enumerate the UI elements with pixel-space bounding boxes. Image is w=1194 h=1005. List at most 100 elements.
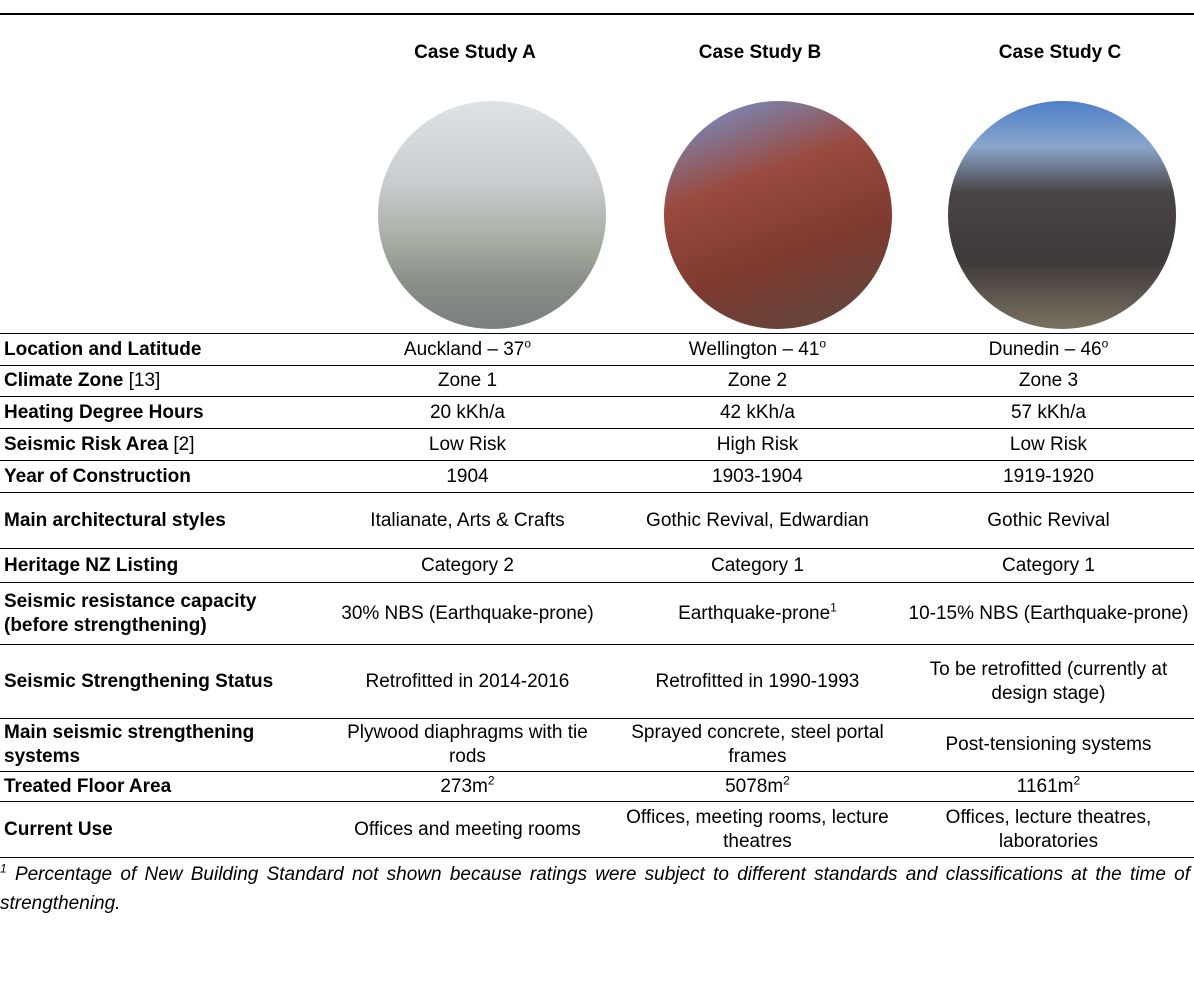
- cell-text: 1903-1904: [712, 465, 803, 487]
- table-cell: Low Risk: [322, 428, 612, 461]
- cell-text: Sprayed concrete, steel portal frames: [631, 722, 884, 767]
- table-cell: 1161m2: [902, 771, 1194, 802]
- row-label: Seismic Strengthening Status: [0, 644, 323, 719]
- table-cell: Zone 3: [902, 365, 1194, 397]
- cell-text: Offices, meeting rooms, lecture theatres: [626, 806, 889, 852]
- table-row: Year of Construction 1904 1903-1904 1919-19…: [0, 460, 1194, 493]
- table-row: Seismic resistance capacity (before stre…: [0, 582, 1194, 645]
- footnote: 1 Percentage of New Building Standard no…: [0, 860, 1190, 918]
- building-photo: [664, 101, 892, 329]
- cell-text: Low Risk: [1009, 433, 1087, 455]
- cell-text: 10-15% NBS (Earthquake-prone): [908, 602, 1189, 624]
- column-header: Case Study B: [698, 42, 822, 63]
- table-row: Seismic Strengthening Status Retrofitted …: [0, 644, 1194, 719]
- cell-text: 1904: [446, 465, 489, 487]
- building-photo: [948, 101, 1176, 329]
- row-label-text: Seismic resistance capacity (before stre…: [4, 590, 257, 636]
- table-row: Main seismic strengthening systems Plywoo…: [0, 718, 1194, 772]
- table-row: Climate Zone [13] Zone 1 Zone 2 Zone 3: [0, 365, 1194, 397]
- cell-text: Offices and meeting rooms: [354, 818, 581, 840]
- cell-text: Gothic Revival, Edwardian: [646, 509, 869, 531]
- cell-text: Offices, lecture theatres, laboratories: [945, 806, 1152, 852]
- column-header: Case Study A: [414, 42, 536, 63]
- cell-text: 42 kKh/a: [719, 401, 795, 423]
- table-cell: Post-tensioning systems: [902, 718, 1194, 772]
- cell-text: 273m: [440, 775, 488, 797]
- cell-text: 5078m: [725, 775, 784, 797]
- table-cell: 1919-1920: [902, 460, 1194, 493]
- table-cell: Category 1: [902, 548, 1194, 583]
- table-cell: 10-15% NBS (Earthquake-prone): [902, 582, 1194, 645]
- row-label-text: Current Use: [4, 818, 113, 840]
- table-cell: 273m2: [322, 771, 612, 802]
- cell-text: Zone 3: [1018, 370, 1079, 391]
- row-label-text: Heating Degree Hours: [4, 401, 204, 423]
- cell-text: High Risk: [716, 433, 799, 455]
- table-cell: Italianate, Arts & Crafts: [322, 492, 612, 549]
- table-row: Current Use Offices and meeting rooms Offi…: [0, 801, 1194, 858]
- top-rule: [0, 13, 1194, 15]
- table-cell: Category 2: [322, 548, 612, 583]
- row-label: Climate Zone [13]: [0, 365, 323, 397]
- table-cell: Plywood diaphragms with tie rods: [322, 718, 612, 772]
- cell-text: Low Risk: [428, 433, 506, 455]
- comparison-table: Location and Latitude Auckland – 37o Welli…: [0, 333, 1194, 858]
- cell-text: Category 1: [1001, 554, 1095, 576]
- footnote-mark: 1: [0, 861, 7, 876]
- cell-text: Zone 2: [727, 370, 788, 391]
- table-cell: 1903-1904: [611, 460, 903, 493]
- row-label: Current Use: [0, 801, 323, 858]
- superscript: 2: [783, 773, 790, 788]
- column-header: Case Study C: [998, 42, 1122, 63]
- table-cell: Low Risk: [902, 428, 1194, 461]
- table-row: Main architectural styles Italianate, Art…: [0, 492, 1194, 549]
- row-label-text: Year of Construction: [4, 465, 191, 487]
- row-label-text: Climate Zone: [4, 370, 124, 391]
- table-cell: Offices, meeting rooms, lecture theatres: [611, 801, 903, 858]
- table-row: Heating Degree Hours 20 kKh/a 42 kKh/a 57 k…: [0, 396, 1194, 429]
- table-cell: Zone 2: [611, 365, 903, 397]
- cell-text: Post-tensioning systems: [945, 734, 1152, 755]
- cell-text: Zone 1: [437, 370, 498, 391]
- table-cell: Category 1: [611, 548, 903, 583]
- cell-text: 57 kKh/a: [1010, 401, 1086, 423]
- cell-text: Category 2: [420, 554, 514, 576]
- table-row: Location and Latitude Auckland – 37o Welli…: [0, 333, 1194, 366]
- table-cell: 5078m2: [611, 771, 903, 802]
- table-cell: To be retrofitted (currently at design s…: [902, 644, 1194, 719]
- reference: [2]: [173, 433, 195, 455]
- building-photo: [378, 101, 606, 329]
- row-label-text: Main seismic strengthening systems: [4, 722, 255, 767]
- row-label-text: Treated Floor Area: [4, 775, 172, 797]
- cell-text: Category 1: [710, 554, 804, 576]
- table-cell: Dunedin – 46o: [902, 333, 1194, 366]
- superscript: o: [524, 336, 532, 351]
- superscript: o: [819, 336, 827, 351]
- cell-text: 20 kKh/a: [429, 401, 505, 423]
- cell-text: 1919-1920: [1003, 465, 1094, 487]
- row-label: Year of Construction: [0, 460, 323, 493]
- row-label-text: Seismic Strengthening Status: [4, 670, 274, 692]
- table-cell: Retrofitted in 1990-1993: [611, 644, 903, 719]
- table-cell: 1904: [322, 460, 612, 493]
- row-label-text: Main architectural styles: [4, 509, 226, 531]
- row-label: Location and Latitude: [0, 333, 323, 366]
- row-label: Seismic resistance capacity (before stre…: [0, 582, 323, 645]
- cell-text: Dunedin – 46: [988, 338, 1102, 360]
- table-cell: 30% NBS (Earthquake-prone): [322, 582, 612, 645]
- cell-text: Wellington – 41: [688, 338, 820, 360]
- table-cell: Auckland – 37o: [322, 333, 612, 366]
- table-cell: Earthquake-prone1: [611, 582, 903, 645]
- cell-text: Auckland – 37: [403, 338, 525, 360]
- cell-text: Italianate, Arts & Crafts: [370, 509, 565, 531]
- cell-text: Retrofitted in 2014-2016: [365, 670, 570, 692]
- cell-text: Retrofitted in 1990-1993: [655, 670, 860, 692]
- row-label: Main architectural styles: [0, 492, 323, 549]
- superscript: 2: [1073, 773, 1081, 788]
- row-label: Seismic Risk Area [2]: [0, 428, 323, 461]
- table-cell: 57 kKh/a: [902, 396, 1194, 429]
- table-cell: High Risk: [611, 428, 903, 461]
- table-row: Treated Floor Area 273m2 5078m2 1161m2: [0, 771, 1194, 802]
- table-cell: 42 kKh/a: [611, 396, 903, 429]
- table-row: Seismic Risk Area [2] Low Risk High Risk Lo…: [0, 428, 1194, 461]
